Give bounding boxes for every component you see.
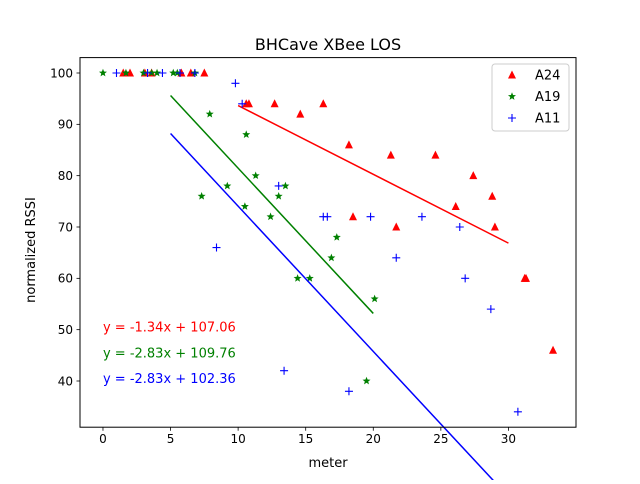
data-point-a19 — [240, 202, 249, 210]
data-point-a11 — [392, 253, 401, 262]
data-point-a19 — [293, 274, 302, 282]
data-point-a24 — [319, 99, 328, 108]
x-tick-label: 15 — [298, 432, 313, 446]
legend-marker-a11 — [508, 114, 516, 122]
fit-equation: y = -2.83x + 109.76 — [103, 346, 236, 361]
data-point-a24 — [549, 345, 558, 354]
data-point-a19 — [274, 192, 283, 200]
legend-marker-a24 — [508, 70, 516, 79]
data-point-a19 — [251, 171, 260, 180]
data-point-a24 — [431, 150, 440, 159]
x-tick-label: 5 — [167, 432, 175, 446]
data-point-a24 — [521, 273, 530, 282]
data-point-a19 — [242, 130, 251, 138]
y-tick-label: 80 — [58, 169, 73, 183]
series-a19 — [98, 68, 379, 385]
data-point-a19 — [362, 376, 371, 385]
y-tick-label: 40 — [58, 374, 73, 388]
data-point-a24 — [126, 68, 135, 77]
data-point-a11 — [212, 243, 221, 252]
data-point-a19 — [139, 68, 148, 77]
data-point-a11 — [176, 69, 185, 77]
data-point-a24 — [244, 99, 253, 108]
y-tick-label: 90 — [58, 118, 73, 132]
data-point-a11 — [112, 69, 121, 77]
x-tick-label: 20 — [366, 432, 381, 446]
data-point-a11 — [486, 305, 495, 314]
x-tick-label: 10 — [230, 432, 245, 446]
fit-line-a11 — [170, 133, 498, 484]
x-axis-label: meter — [308, 456, 348, 471]
data-point-a19 — [332, 233, 341, 241]
fit-equation: y = -1.34x + 107.06 — [103, 321, 236, 336]
data-point-a11 — [344, 387, 353, 396]
data-point-a11 — [417, 212, 426, 221]
series-a11 — [112, 69, 522, 484]
fit-equation: y = -2.83x + 102.36 — [103, 372, 236, 387]
data-point-a19 — [147, 68, 156, 77]
data-point-a11 — [280, 366, 289, 375]
data-point-a11 — [461, 274, 470, 283]
data-point-a24 — [451, 201, 460, 210]
data-point-a19 — [98, 68, 107, 77]
legend-label: A24 — [535, 69, 560, 84]
y-tick-label: 60 — [58, 272, 73, 286]
data-point-a19 — [169, 68, 178, 77]
data-point-a19 — [197, 192, 206, 200]
data-point-a19 — [121, 68, 130, 77]
fit-line-a24 — [237, 104, 509, 244]
data-point-a24 — [349, 212, 358, 221]
data-point-a24 — [344, 140, 353, 149]
legend-label: A11 — [535, 112, 560, 127]
data-point-a24 — [488, 191, 497, 200]
data-point-a24 — [270, 99, 279, 108]
x-tick-label: 0 — [99, 432, 107, 446]
data-point-a11 — [274, 181, 283, 190]
legend: A24 A19 A11 — [491, 63, 570, 132]
y-tick-label: 70 — [58, 220, 73, 234]
data-point-a24 — [200, 68, 209, 77]
data-point-a24 — [186, 68, 195, 77]
data-point-a24 — [469, 171, 478, 180]
legend-label: A19 — [535, 90, 560, 105]
y-tick-label: 100 — [50, 66, 73, 80]
data-point-a19 — [370, 294, 379, 303]
legend-marker-a19 — [508, 92, 516, 100]
data-point-a11 — [323, 212, 332, 221]
data-point-a11 — [366, 212, 375, 221]
x-tick-label: 25 — [433, 432, 448, 446]
data-point-a11 — [190, 69, 199, 77]
y-axis-label: normalized RSSI — [24, 197, 39, 303]
data-point-a11 — [513, 407, 522, 416]
data-point-a24 — [490, 222, 499, 231]
data-point-a11 — [158, 69, 167, 77]
data-point-a19 — [327, 253, 336, 262]
data-point-a24 — [296, 109, 305, 118]
data-point-a24 — [392, 222, 401, 231]
data-point-a19 — [266, 212, 275, 221]
data-point-a19 — [205, 109, 214, 118]
data-point-a19 — [281, 181, 290, 190]
chart-title: BHCave XBee LOS — [255, 35, 401, 54]
data-point-a19 — [305, 274, 314, 282]
plot-frame — [79, 57, 577, 428]
data-point-a11 — [238, 99, 247, 108]
data-point-a11 — [455, 223, 464, 231]
y-tick-label: 50 — [58, 323, 73, 337]
data-point-a11 — [143, 69, 152, 77]
legend-box — [491, 63, 570, 132]
x-tick-label: 30 — [501, 432, 516, 446]
series-a24 — [119, 68, 558, 354]
data-point-a24 — [386, 150, 395, 159]
data-point-a19 — [153, 68, 162, 77]
fit-line-a19 — [170, 95, 374, 314]
data-point-a19 — [223, 181, 232, 190]
data-point-a11 — [231, 79, 240, 88]
